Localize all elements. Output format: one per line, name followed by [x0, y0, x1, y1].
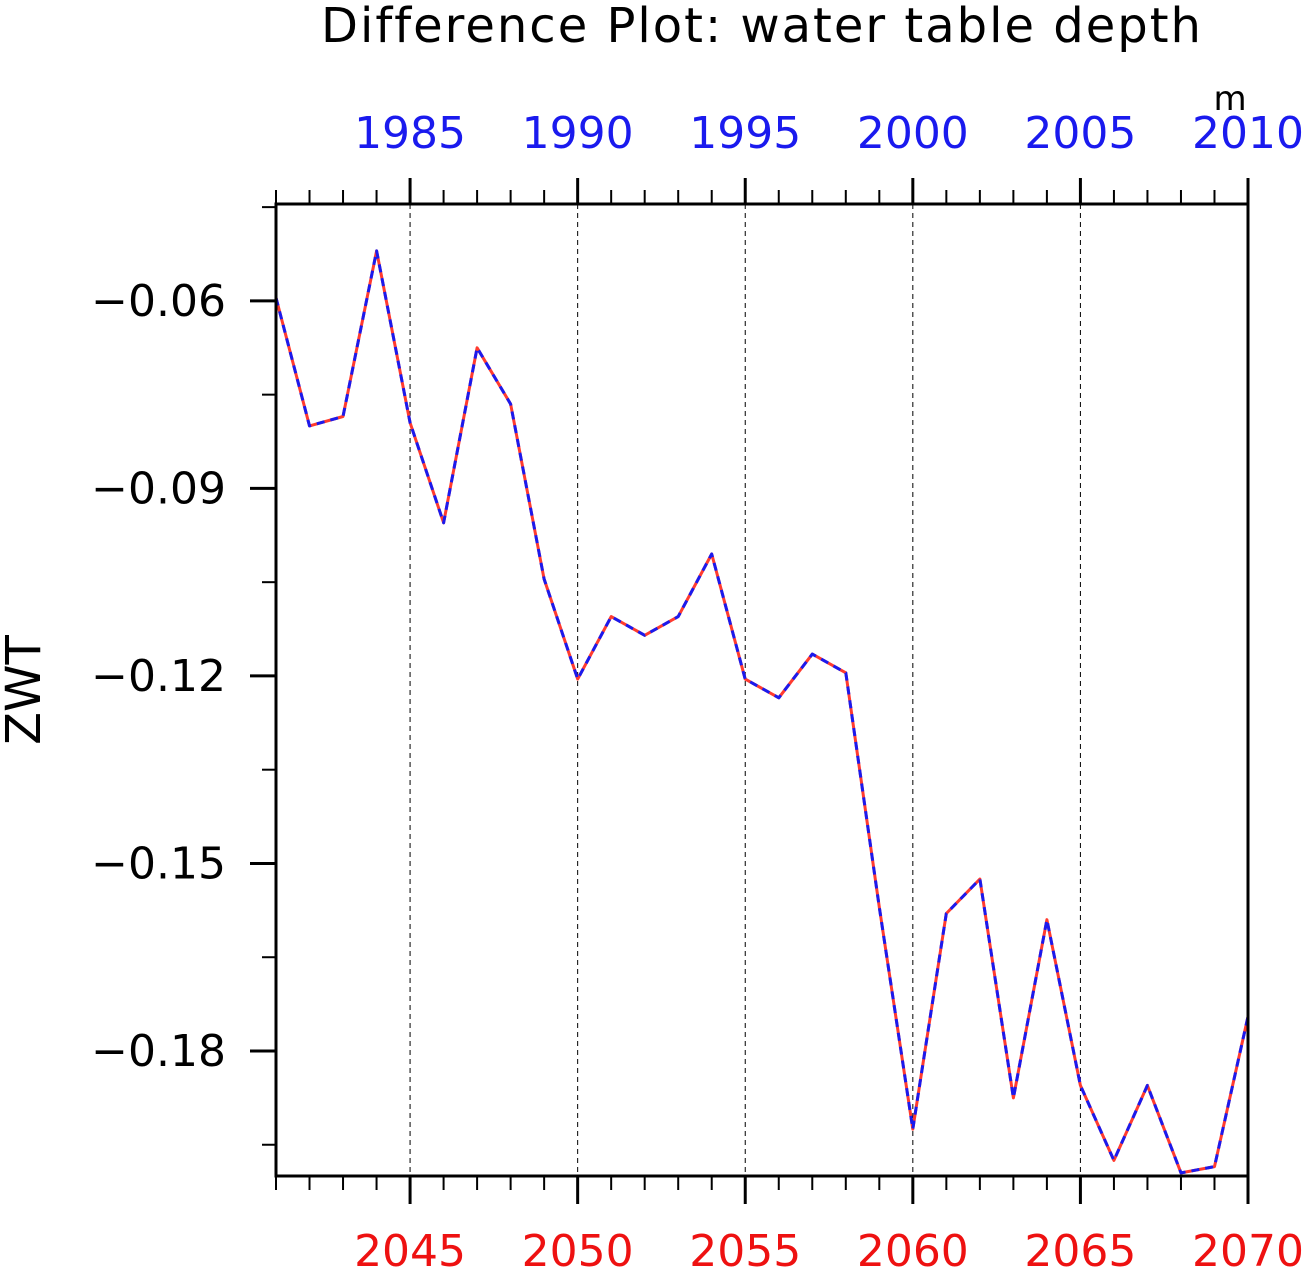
x-top-tick-label: 1990: [522, 108, 634, 159]
series-layer: [274, 249, 1250, 1175]
x-top-tick-label: 2010: [1192, 108, 1304, 159]
x-top-tick-label: 1985: [354, 108, 466, 159]
y-tick-label: −0.12: [91, 651, 226, 702]
y-axis-label: ZWT: [0, 634, 52, 744]
y-tick-label: −0.06: [91, 276, 226, 327]
x-bottom-tick-label: 2060: [857, 1226, 969, 1267]
chart-title: Difference Plot: water table depth: [321, 0, 1203, 54]
x-bottom-tick-label: 2045: [354, 1226, 466, 1267]
x-top-tick-label: 2005: [1024, 108, 1136, 159]
axis-ticks: [250, 178, 1250, 1204]
series-line: [274, 249, 1250, 1175]
plot-frame: [274, 202, 1250, 1178]
x-top-tick-label: 2000: [857, 108, 969, 159]
series-dash-overlay: [274, 249, 1250, 1175]
y-tick-label: −0.09: [91, 463, 226, 514]
tick-labels: 2045 2050 2055 2060 2065 2070 1985 1990 1995 2000…: [91, 108, 1304, 1267]
gridlines: [409, 204, 1081, 1176]
units-label: m: [1213, 79, 1246, 119]
x-bottom-tick-label: 2050: [522, 1226, 634, 1267]
x-top-tick-label: 1995: [689, 108, 801, 159]
x-bottom-tick-label: 2055: [689, 1226, 801, 1267]
y-tick-label: −0.18: [91, 1026, 226, 1077]
y-tick-label: −0.15: [91, 838, 226, 889]
x-bottom-tick-label: 2065: [1024, 1226, 1136, 1267]
x-bottom-tick-label: 2070: [1192, 1226, 1304, 1267]
